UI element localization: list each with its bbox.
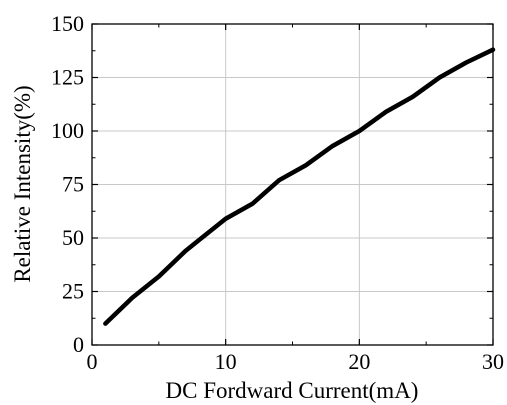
y-tick-label: 25 [62,279,84,304]
y-tick-label: 100 [51,118,84,143]
y-tick-label: 75 [62,172,84,197]
x-tick-label: 0 [87,349,98,374]
x-axis-title: DC Fordward Current(mA) [166,378,419,403]
y-tick-label: 50 [62,225,84,250]
y-tick-label: 0 [73,332,84,357]
y-tick-label: 125 [51,65,84,90]
x-tick-label: 20 [348,349,370,374]
grid-lines [92,24,493,345]
axis-ticks [91,23,494,346]
y-axis-title: Relative Intensity(%) [10,85,35,282]
tick-labels: 0 10 20 30 0 25 50 75 100 125 150 [51,11,504,374]
series-layer [103,47,496,326]
y-tick-label: 150 [51,11,84,36]
x-tick-label: 10 [215,349,237,374]
x-tick-label: 30 [482,349,504,374]
series-line [103,47,496,326]
